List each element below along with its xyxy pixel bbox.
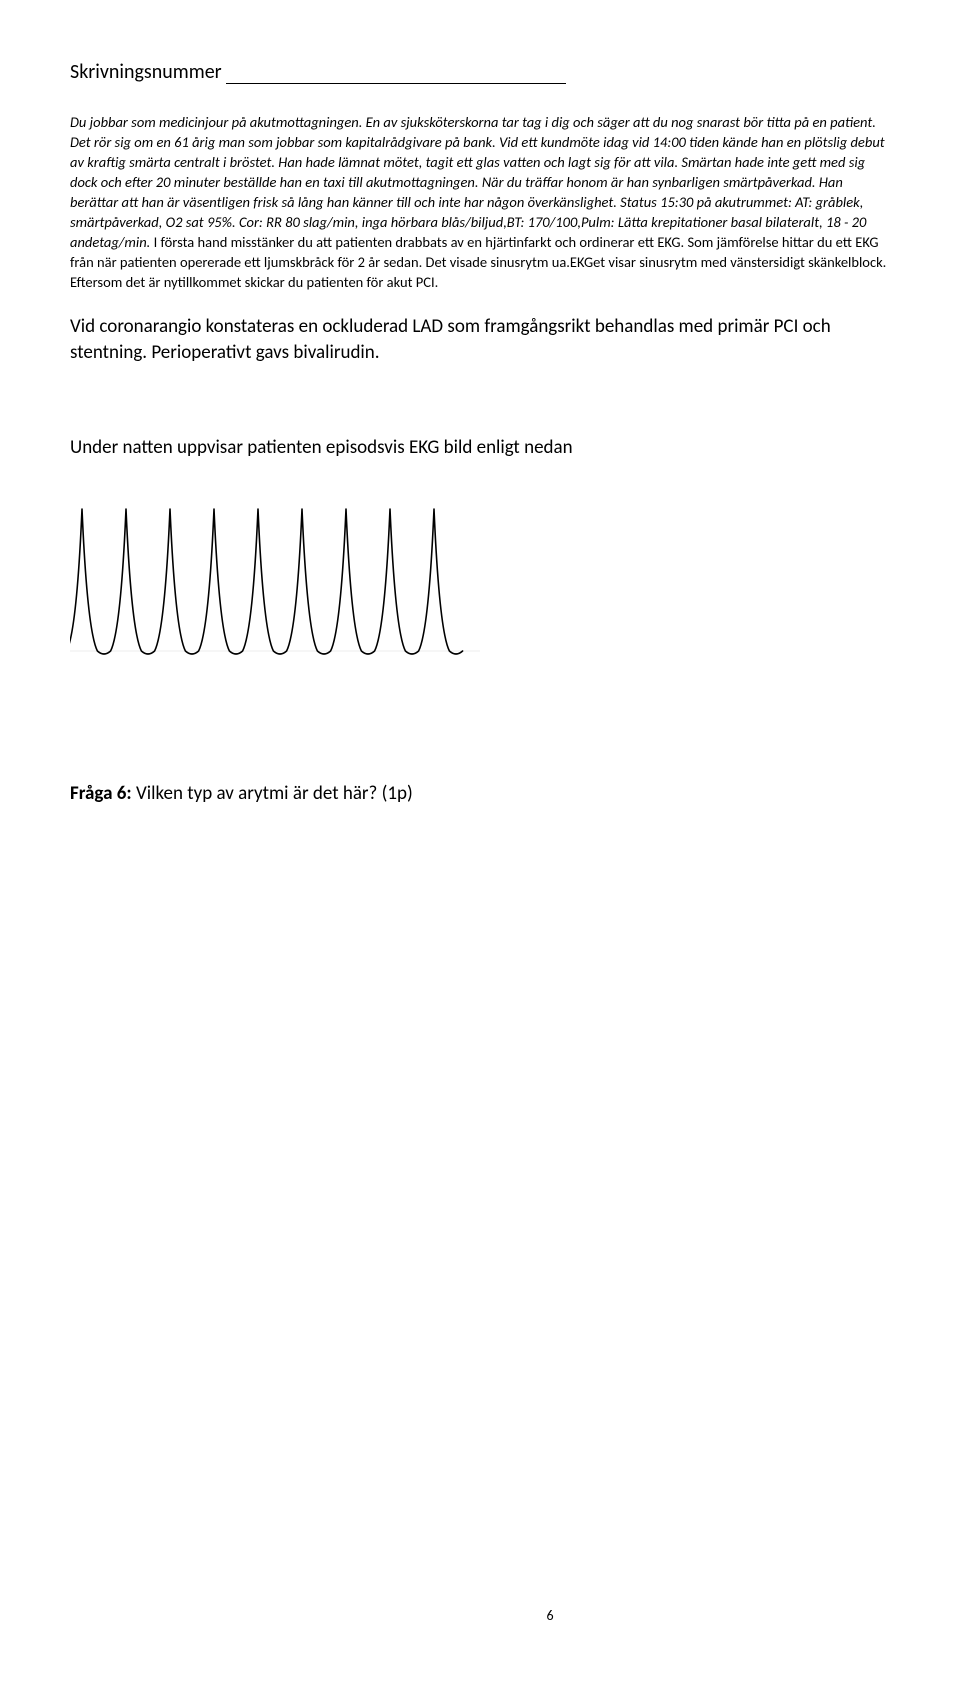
page-header: Skrivningsnummer <box>70 60 890 84</box>
page-number: 6 <box>70 1607 960 1624</box>
header-underline <box>226 83 566 84</box>
question-label: Fråga 6: <box>70 782 132 805</box>
question-text: Vilken typ av arytmi är det här? (1p) <box>132 782 413 805</box>
header-label: Skrivningsnummer <box>70 60 222 84</box>
finding-text: Vid coronarangio konstateras en ockluder… <box>70 314 890 365</box>
case-italic-text: Du jobbar som medicinjour på akutmottagn… <box>70 113 885 251</box>
subheading: Under natten uppvisar patienten episodsv… <box>70 435 890 461</box>
case-plain-text: I första hand misstänker du att patiente… <box>70 233 886 291</box>
question-line: Fråga 6: Vilken typ av arytmi är det här… <box>70 781 890 807</box>
ekg-chart <box>70 501 480 681</box>
case-paragraph: Du jobbar som medicinjour på akutmottagn… <box>70 112 890 292</box>
